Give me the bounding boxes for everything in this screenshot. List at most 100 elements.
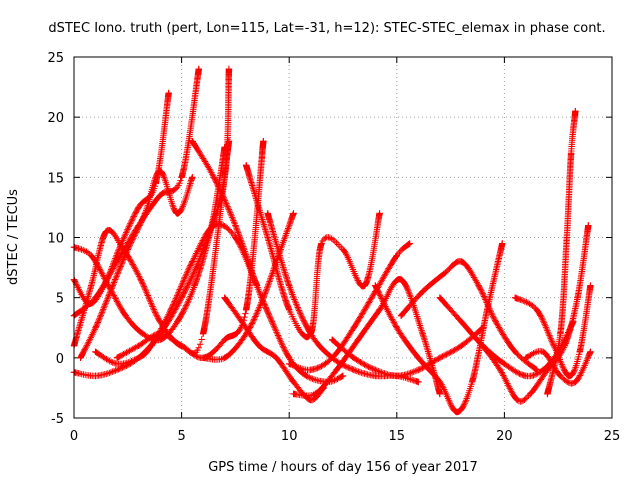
- data-point: [453, 408, 461, 416]
- data-point: [436, 294, 444, 301]
- series-markers: [479, 222, 592, 405]
- data-point: [576, 348, 583, 356]
- data-point: [92, 294, 99, 301]
- data-point: [148, 342, 155, 349]
- data-point: [372, 372, 379, 380]
- data-point: [587, 282, 594, 289]
- data-point: [156, 330, 164, 337]
- data-point: [501, 360, 508, 368]
- data-point: [264, 234, 271, 241]
- data-point: [350, 354, 357, 362]
- chart-title: dSTEC Iono. truth (pert, Lon=115, Lat=-3…: [48, 21, 605, 36]
- data-point: [557, 372, 564, 380]
- data-point: [286, 354, 293, 362]
- data-point: [137, 276, 144, 283]
- data-point: [242, 306, 250, 313]
- data-point: [221, 294, 228, 301]
- data-point: [415, 366, 422, 374]
- data-point: [88, 252, 95, 259]
- y-tick-label: 5: [56, 292, 64, 307]
- data-point: [238, 318, 246, 325]
- data-point: [92, 348, 99, 356]
- data-series: [113, 138, 267, 362]
- data-point: [103, 228, 110, 235]
- data-point: [475, 282, 482, 289]
- data-point: [333, 366, 340, 374]
- data-point: [406, 240, 413, 247]
- data-point: [458, 258, 465, 265]
- data-point: [109, 282, 116, 289]
- data-point: [393, 252, 400, 259]
- data-point: [210, 222, 218, 229]
- data-point: [511, 294, 519, 301]
- data-series: [511, 282, 594, 380]
- data-point: [225, 65, 233, 73]
- data-point: [113, 354, 121, 362]
- data-point: [303, 372, 310, 380]
- x-tick-label: 15: [389, 429, 406, 444]
- data-point: [307, 396, 314, 404]
- data-point: [415, 378, 422, 386]
- data-series: [290, 276, 444, 399]
- data-point: [436, 390, 444, 398]
- data-point: [492, 318, 499, 325]
- data-point: [264, 210, 271, 217]
- data-point: [290, 210, 297, 217]
- x-tick-label: 25: [604, 429, 621, 444]
- y-tick-label: 15: [47, 171, 64, 186]
- data-point: [436, 354, 444, 362]
- data-point: [178, 174, 185, 181]
- data-point: [585, 222, 592, 229]
- data-point: [574, 294, 581, 301]
- y-tick-label: 10: [47, 232, 64, 247]
- data-point: [376, 306, 383, 313]
- data-point: [195, 65, 203, 73]
- data-point: [372, 366, 379, 374]
- data-point: [141, 210, 149, 217]
- data-point: [397, 276, 405, 283]
- data-point: [242, 162, 250, 169]
- data-point: [307, 366, 314, 374]
- data-point: [361, 282, 368, 289]
- data-point: [255, 342, 263, 349]
- data-point: [225, 138, 233, 145]
- data-point: [329, 354, 336, 362]
- data-point: [167, 306, 175, 313]
- data-point: [260, 294, 267, 301]
- data-point: [468, 378, 476, 386]
- data-point: [191, 282, 198, 289]
- data-point: [253, 282, 261, 289]
- data-point: [522, 372, 530, 380]
- data-point: [350, 324, 357, 331]
- data-point: [563, 234, 571, 241]
- data-point: [77, 354, 84, 362]
- data-point: [522, 354, 530, 362]
- ticks: 0 5 10 15 20 25 -5 0 5 10 15 20 25: [47, 51, 620, 444]
- data-point: [286, 282, 293, 289]
- data-marks: [70, 65, 594, 416]
- data-point: [544, 390, 551, 398]
- data-point: [199, 330, 207, 337]
- data-point: [587, 348, 594, 356]
- data-point: [268, 318, 276, 325]
- data-point: [565, 372, 573, 380]
- data-point: [572, 378, 579, 386]
- data-point: [397, 312, 405, 319]
- data-point: [479, 342, 487, 349]
- x-tick-label: 0: [70, 429, 78, 444]
- data-point: [527, 390, 534, 398]
- data-point: [329, 336, 336, 343]
- data-point: [273, 354, 280, 362]
- data-point: [440, 270, 448, 277]
- data-point: [350, 366, 357, 374]
- data-point: [135, 342, 142, 349]
- data-series: [479, 222, 592, 405]
- data-point: [561, 342, 568, 349]
- y-tick-label: -5: [51, 412, 64, 427]
- data-point: [318, 240, 325, 247]
- data-series: [397, 258, 540, 374]
- data-point: [221, 354, 228, 362]
- data-point: [260, 138, 267, 145]
- data-point: [178, 294, 185, 301]
